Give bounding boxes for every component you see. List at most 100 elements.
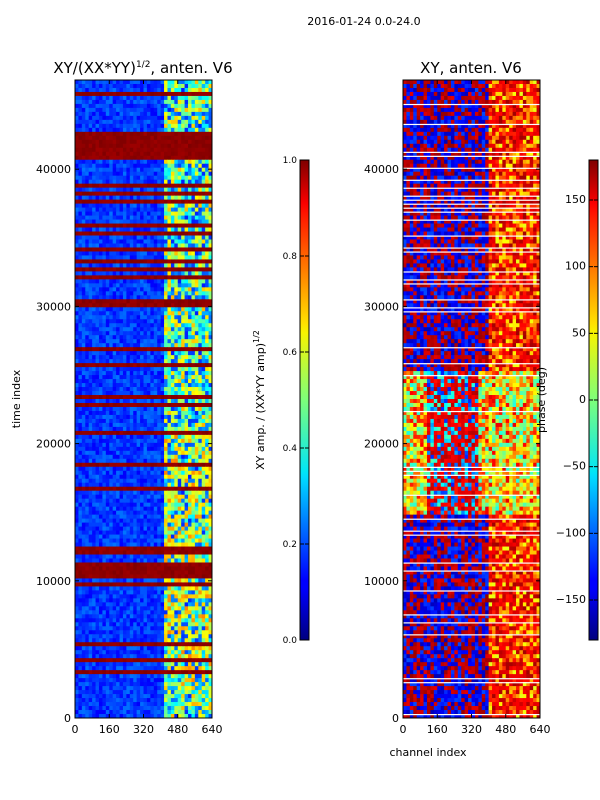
heatmap-cell bbox=[133, 550, 138, 556]
heatmap-cell bbox=[95, 474, 100, 480]
heatmap-cell bbox=[184, 287, 189, 292]
heatmap-cell bbox=[146, 327, 151, 332]
heatmap-cell bbox=[208, 255, 212, 260]
heatmap-cell bbox=[78, 199, 83, 205]
heatmap-cell bbox=[112, 502, 117, 508]
heatmap-cell bbox=[112, 359, 117, 364]
heatmap-cell bbox=[133, 490, 138, 496]
heatmap-cell bbox=[85, 131, 90, 137]
heatmap-cell bbox=[198, 355, 203, 360]
heatmap-cell bbox=[133, 283, 138, 288]
heatmap-cell bbox=[164, 87, 168, 93]
heatmap-cell bbox=[105, 131, 110, 137]
heatmap-cell bbox=[98, 87, 103, 93]
heatmap-cell bbox=[98, 319, 103, 324]
heatmap-cell bbox=[92, 307, 97, 312]
heatmap-cell bbox=[102, 291, 107, 296]
heatmap-cell bbox=[184, 410, 189, 416]
heatmap-cell bbox=[198, 502, 203, 508]
heatmap-cell bbox=[160, 510, 165, 516]
heatmap-cell bbox=[112, 283, 117, 288]
heatmap-cell bbox=[174, 191, 179, 197]
heatmap-cell bbox=[119, 490, 124, 496]
heatmap-cell bbox=[140, 430, 144, 436]
heatmap-cell bbox=[75, 259, 79, 264]
heatmap-cell bbox=[78, 207, 83, 213]
heatmap-cell bbox=[95, 406, 100, 412]
heatmap-cell bbox=[102, 395, 107, 400]
heatmap-cell bbox=[160, 355, 165, 360]
heatmap-cell bbox=[78, 91, 83, 97]
heatmap-cell bbox=[174, 291, 179, 296]
heatmap-cell bbox=[181, 454, 186, 460]
heatmap-cell bbox=[133, 530, 138, 536]
heatmap-cell bbox=[146, 538, 151, 544]
heatmap-cell bbox=[92, 347, 97, 352]
heatmap-cell bbox=[129, 127, 134, 133]
heatmap-cell bbox=[81, 107, 86, 113]
heatmap-cell bbox=[177, 99, 182, 105]
heatmap-cell bbox=[170, 474, 175, 480]
heatmap-cell bbox=[170, 478, 175, 484]
heatmap-cell bbox=[136, 494, 141, 500]
heatmap-cell bbox=[143, 570, 148, 575]
heatmap-cell bbox=[85, 231, 90, 237]
heatmap-cell bbox=[143, 247, 148, 252]
heatmap-cell bbox=[170, 191, 175, 197]
heatmap-cell bbox=[116, 187, 121, 193]
heatmap-cell bbox=[164, 462, 168, 468]
heatmap-cell bbox=[170, 211, 175, 217]
heatmap-cell bbox=[191, 103, 196, 109]
heatmap-cell bbox=[122, 562, 127, 567]
heatmap-cell bbox=[112, 367, 117, 372]
heatmap-cell bbox=[201, 163, 206, 169]
heatmap-cell bbox=[170, 466, 175, 472]
heatmap-cell bbox=[126, 478, 131, 484]
heatmap-cell bbox=[191, 199, 196, 205]
heatmap-cell bbox=[92, 550, 97, 556]
heatmap-cell bbox=[92, 275, 97, 280]
heatmap-cell bbox=[119, 343, 124, 348]
heatmap-cell bbox=[92, 131, 97, 137]
heatmap-cell bbox=[143, 391, 148, 396]
heatmap-cell bbox=[88, 199, 93, 205]
heatmap-cell bbox=[140, 111, 144, 117]
heatmap-cell bbox=[150, 191, 155, 197]
heatmap-cell bbox=[164, 458, 168, 464]
heatmap-cell bbox=[150, 127, 155, 133]
heatmap-cell bbox=[174, 414, 179, 420]
heatmap-cell bbox=[95, 526, 100, 532]
heatmap-cell bbox=[105, 554, 110, 559]
heatmap-cell bbox=[116, 319, 121, 324]
heatmap-cell bbox=[92, 255, 97, 260]
heatmap-cell bbox=[78, 339, 83, 344]
heatmap-cell bbox=[198, 514, 203, 520]
heatmap-cell bbox=[78, 87, 83, 93]
heatmap-cell bbox=[102, 271, 107, 276]
heatmap-cell bbox=[184, 151, 189, 157]
heatmap-cell bbox=[136, 231, 141, 237]
heatmap-cell bbox=[170, 171, 175, 177]
heatmap-cell bbox=[105, 482, 110, 488]
heatmap-cell bbox=[143, 458, 148, 464]
heatmap-cell bbox=[167, 446, 172, 452]
heatmap-cell bbox=[184, 195, 189, 201]
heatmap-cell bbox=[198, 426, 203, 432]
heatmap-cell bbox=[157, 87, 162, 93]
heatmap-cell bbox=[75, 410, 79, 416]
heatmap-cell bbox=[174, 267, 179, 272]
heatmap-cell bbox=[143, 135, 148, 141]
heatmap-cell bbox=[122, 323, 127, 328]
heatmap-cell bbox=[81, 478, 86, 484]
heatmap-cell bbox=[75, 331, 79, 336]
heatmap-cell bbox=[177, 474, 182, 480]
heatmap-cell bbox=[126, 331, 131, 336]
heatmap-cell bbox=[122, 478, 127, 484]
heatmap-cell bbox=[191, 107, 196, 113]
heatmap-cell bbox=[81, 442, 86, 448]
heatmap-cell bbox=[205, 335, 210, 340]
heatmap-cell bbox=[81, 570, 86, 575]
heatmap-cell bbox=[126, 315, 131, 320]
heatmap-cell bbox=[198, 287, 203, 292]
heatmap-cell bbox=[164, 410, 168, 416]
